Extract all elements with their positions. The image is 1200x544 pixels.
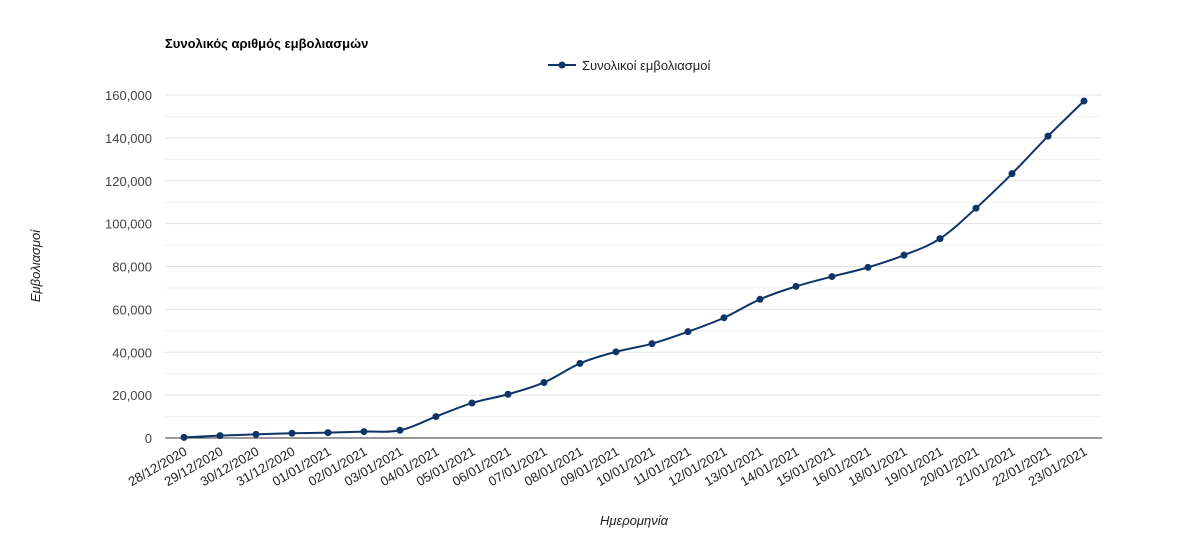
y-tick-label: 160,000 xyxy=(105,88,152,103)
data-point[interactable] xyxy=(828,273,836,281)
y-tick-label: 120,000 xyxy=(105,174,152,189)
data-point[interactable] xyxy=(756,295,764,303)
data-point[interactable] xyxy=(1008,170,1016,178)
y-axis-ticks: 0 20,000 40,000 60,000 80,000 100,000 120,000 1… xyxy=(105,88,152,446)
legend[interactable]: Συνολικοί εμβολιασμοί xyxy=(548,58,710,73)
data-point[interactable] xyxy=(684,328,692,336)
data-point[interactable] xyxy=(900,251,908,259)
data-point[interactable] xyxy=(972,204,980,212)
data-point[interactable] xyxy=(396,426,404,434)
data-point[interactable] xyxy=(648,340,656,348)
data-point[interactable] xyxy=(936,235,944,243)
data-point[interactable] xyxy=(252,430,260,438)
data-point[interactable] xyxy=(288,429,296,437)
x-axis-title: Ημερομηνία xyxy=(600,513,669,528)
data-point[interactable] xyxy=(792,282,800,290)
y-tick-label: 20,000 xyxy=(112,388,152,403)
y-tick-label: 100,000 xyxy=(105,217,152,232)
gridlines xyxy=(165,94,1102,418)
y-tick-label: 0 xyxy=(145,431,152,446)
y-tick-label: 140,000 xyxy=(105,131,152,146)
x-axis-ticks: 28/12/202029/12/202030/12/202031/12/2020… xyxy=(126,444,1090,490)
legend-marker xyxy=(558,61,566,69)
data-point[interactable] xyxy=(864,263,872,271)
legend-label: Συνολικοί εμβολιασμοί xyxy=(582,58,710,73)
data-point[interactable] xyxy=(540,378,548,386)
data-point[interactable] xyxy=(360,428,368,436)
data-point[interactable] xyxy=(1080,97,1088,105)
data-point[interactable] xyxy=(180,433,188,441)
series-points xyxy=(180,97,1088,441)
data-point[interactable] xyxy=(216,432,224,440)
data-point[interactable] xyxy=(1044,132,1052,140)
y-tick-label: 60,000 xyxy=(112,302,152,317)
series-line xyxy=(183,100,1085,439)
y-axis-title: Εμβολιασμοί xyxy=(28,229,43,302)
data-point[interactable] xyxy=(576,359,584,367)
data-point[interactable] xyxy=(468,399,476,407)
data-point[interactable] xyxy=(720,314,728,322)
data-point[interactable] xyxy=(324,429,332,437)
y-tick-label: 80,000 xyxy=(112,260,152,275)
data-point[interactable] xyxy=(504,390,512,398)
chart-title: Συνολικός αριθμός εμβολιασμών xyxy=(165,36,368,51)
data-point[interactable] xyxy=(432,413,440,421)
data-point[interactable] xyxy=(612,348,620,356)
y-tick-label: 40,000 xyxy=(112,345,152,360)
